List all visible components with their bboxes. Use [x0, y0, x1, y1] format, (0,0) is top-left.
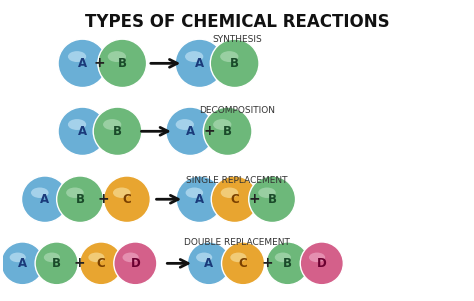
Text: C: C	[239, 257, 247, 270]
Ellipse shape	[185, 51, 203, 62]
Ellipse shape	[266, 242, 309, 285]
Ellipse shape	[175, 39, 224, 88]
Ellipse shape	[108, 51, 126, 62]
Text: B: B	[52, 257, 61, 270]
Ellipse shape	[258, 188, 276, 198]
Ellipse shape	[93, 107, 142, 156]
Text: A: A	[195, 193, 204, 206]
Ellipse shape	[309, 253, 325, 262]
Ellipse shape	[114, 242, 157, 285]
Text: SINGLE REPLACEMENT: SINGLE REPLACEMENT	[186, 175, 288, 185]
Ellipse shape	[220, 51, 238, 62]
Ellipse shape	[103, 119, 121, 130]
Text: D: D	[130, 257, 140, 270]
Text: C: C	[97, 257, 106, 270]
Text: A: A	[186, 125, 195, 138]
Text: C: C	[230, 193, 239, 206]
Text: A: A	[204, 257, 213, 270]
Ellipse shape	[88, 253, 104, 262]
Text: A: A	[78, 57, 87, 70]
Text: D: D	[317, 257, 327, 270]
Ellipse shape	[122, 253, 139, 262]
Ellipse shape	[221, 188, 238, 198]
Text: +: +	[203, 124, 215, 138]
Ellipse shape	[58, 39, 107, 88]
Ellipse shape	[68, 51, 86, 62]
Ellipse shape	[186, 188, 203, 198]
Ellipse shape	[57, 176, 103, 222]
Ellipse shape	[300, 242, 343, 285]
Text: B: B	[223, 125, 232, 138]
Text: A: A	[40, 193, 49, 206]
Ellipse shape	[221, 242, 264, 285]
Ellipse shape	[211, 176, 258, 222]
Text: B: B	[283, 257, 292, 270]
Ellipse shape	[98, 39, 146, 88]
Ellipse shape	[35, 242, 78, 285]
Text: B: B	[75, 193, 84, 206]
Ellipse shape	[80, 242, 123, 285]
Ellipse shape	[166, 107, 215, 156]
Text: +: +	[262, 256, 273, 270]
Text: TYPES OF CHEMICAL REACTIONS: TYPES OF CHEMICAL REACTIONS	[85, 13, 389, 31]
Ellipse shape	[230, 253, 246, 262]
Ellipse shape	[68, 119, 86, 130]
Text: DECOMPOSITION: DECOMPOSITION	[199, 106, 275, 115]
Ellipse shape	[1, 242, 44, 285]
Ellipse shape	[21, 176, 68, 222]
Text: A: A	[78, 125, 87, 138]
Ellipse shape	[58, 107, 107, 156]
Text: B: B	[230, 57, 239, 70]
Text: +: +	[98, 192, 109, 206]
Ellipse shape	[210, 39, 259, 88]
Text: DOUBLE REPLACEMENT: DOUBLE REPLACEMENT	[184, 237, 290, 247]
Ellipse shape	[31, 188, 48, 198]
Text: C: C	[123, 193, 131, 206]
Ellipse shape	[113, 188, 130, 198]
Text: SYNTHESIS: SYNTHESIS	[212, 35, 262, 44]
Ellipse shape	[275, 253, 291, 262]
Text: +: +	[73, 256, 85, 270]
Text: B: B	[113, 125, 122, 138]
Ellipse shape	[44, 253, 60, 262]
Ellipse shape	[103, 176, 150, 222]
Ellipse shape	[203, 107, 252, 156]
Ellipse shape	[196, 253, 212, 262]
Ellipse shape	[249, 176, 296, 222]
Ellipse shape	[176, 119, 194, 130]
Ellipse shape	[9, 253, 26, 262]
Text: +: +	[249, 192, 261, 206]
Ellipse shape	[187, 242, 230, 285]
Ellipse shape	[176, 176, 223, 222]
Text: A: A	[18, 257, 27, 270]
Ellipse shape	[213, 119, 231, 130]
Text: A: A	[195, 57, 204, 70]
Text: +: +	[94, 56, 106, 70]
Text: B: B	[118, 57, 127, 70]
Text: B: B	[268, 193, 277, 206]
Ellipse shape	[66, 188, 84, 198]
